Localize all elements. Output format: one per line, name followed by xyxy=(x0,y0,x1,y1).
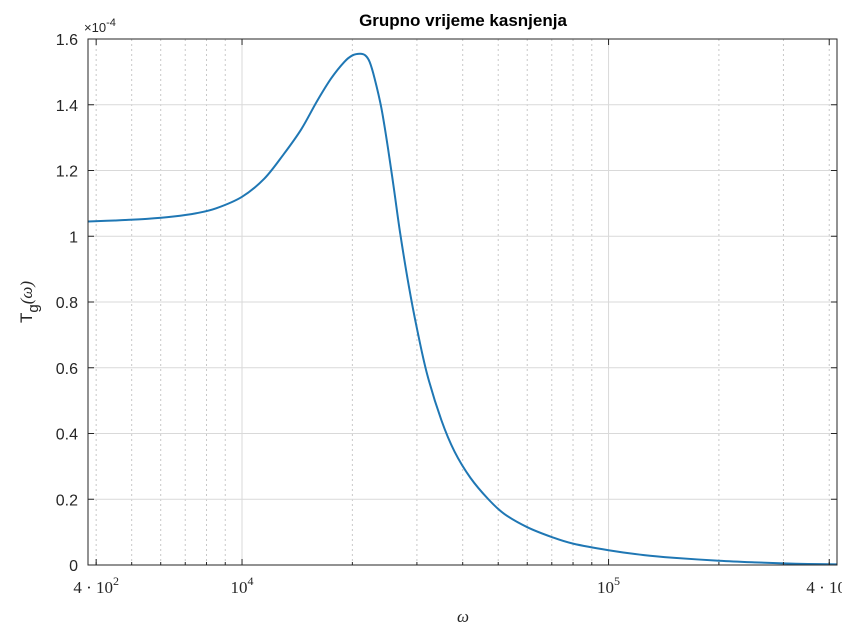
y-tick-label: 0.4 xyxy=(56,427,78,444)
y-axis-label: Tg(ω) xyxy=(17,281,42,323)
axis-ticks: 0 0.2 0.4 0.6 0.8 1 1.2 1.4 1.6 4 · 102 104 105 4 · … xyxy=(56,32,842,597)
group-delay-line xyxy=(87,52,838,566)
y-multiplier-exponent: -4 xyxy=(106,17,116,29)
y-axis-label-subscript: g xyxy=(25,304,42,312)
x-tick-label: 4 · 102 xyxy=(73,574,119,597)
y-tick-label: 1.6 xyxy=(56,32,78,49)
y-tick-label: 0.2 xyxy=(56,492,78,509)
y-tick-label: 0.6 xyxy=(56,361,78,378)
y-axis-label-argument: (ω) xyxy=(17,281,36,305)
y-axis-label-main: T xyxy=(17,313,36,323)
x-tick-label: 105 xyxy=(597,574,620,597)
y-tick-label: 0.8 xyxy=(56,295,78,312)
x-tick-label: 104 xyxy=(231,574,254,597)
y-tick-label: 1.2 xyxy=(56,164,78,181)
plot-area xyxy=(87,52,838,566)
chart-title: Grupno vrijeme kasnjenja xyxy=(359,11,567,30)
y-tick-label: 0 xyxy=(69,558,78,575)
y-tick-label: 1 xyxy=(69,229,78,246)
x-axis-label: ω xyxy=(457,607,469,626)
y-multiplier: ×10-4 xyxy=(84,17,116,35)
y-multiplier-base: ×10 xyxy=(84,20,106,35)
y-tick-label: 1.4 xyxy=(56,98,78,115)
x-tick-label: 4 · 104 xyxy=(806,574,842,597)
